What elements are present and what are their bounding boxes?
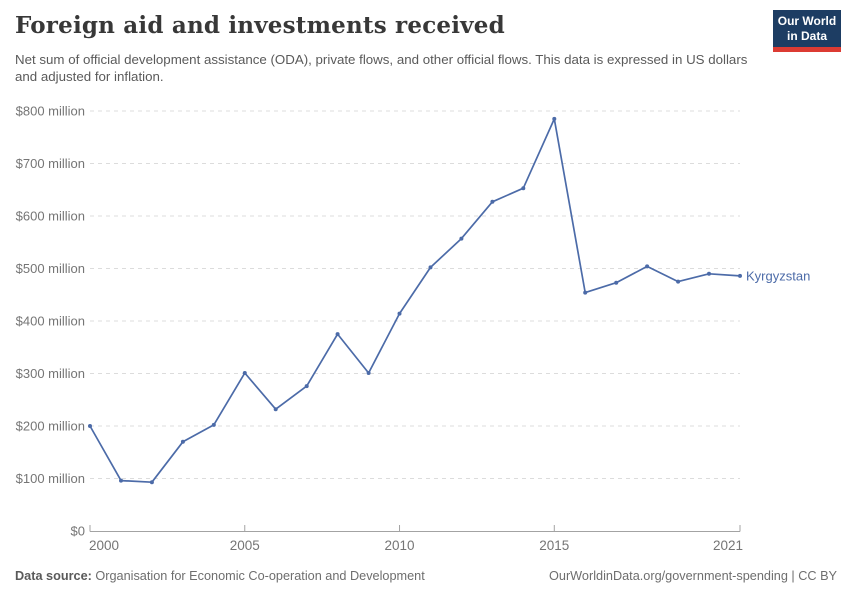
data-source-text: Organisation for Economic Co-operation a…: [91, 569, 425, 583]
owid-logo-line1: Our World: [777, 14, 837, 28]
x-tick-label: 2015: [539, 538, 569, 553]
y-tick-label: $700 million: [16, 156, 85, 171]
y-tick-label: $600 million: [16, 209, 85, 224]
data-point[interactable]: [149, 480, 154, 485]
x-tick-label: 2010: [385, 538, 415, 553]
series-end-label[interactable]: Kyrgyzstan: [746, 268, 810, 283]
chart-subtitle: Net sum of official development assistan…: [15, 52, 748, 84]
data-source: Data source: Organisation for Economic C…: [15, 569, 425, 583]
y-tick-label: $800 million: [16, 104, 85, 119]
data-point[interactable]: [88, 424, 92, 428]
data-point[interactable]: [707, 271, 711, 276]
y-tick-label: $300 million: [16, 366, 85, 381]
data-point[interactable]: [490, 199, 495, 204]
data-point[interactable]: [676, 279, 681, 284]
chart-footer: Data source: Organisation for Economic C…: [15, 569, 837, 583]
owid-logo-line2: in Data: [786, 29, 827, 43]
credit-link: OurWorldinData.org/government-spending |…: [549, 569, 837, 583]
data-point[interactable]: [119, 478, 123, 483]
data-source-label: Data source:: [15, 569, 92, 583]
data-point[interactable]: [738, 273, 742, 278]
x-tick-label: 2005: [230, 538, 260, 553]
data-point[interactable]: [180, 439, 185, 444]
x-axis: 2000 2005 2010 2015 2021: [89, 525, 743, 553]
data-point[interactable]: [273, 407, 278, 412]
data-point[interactable]: [335, 332, 340, 337]
series-line[interactable]: [89, 118, 741, 484]
y-tick-label: $200 million: [16, 419, 85, 434]
x-tick-label: 2021: [713, 538, 743, 553]
data-point[interactable]: [614, 280, 619, 285]
y-tick-label: $500 million: [16, 261, 85, 276]
owid-logo: Our World in Data: [773, 10, 841, 52]
data-point[interactable]: [428, 265, 433, 270]
y-tick-label: $400 million: [16, 314, 85, 329]
page-title: Foreign aid and investments received: [15, 12, 505, 39]
data-point[interactable]: [459, 236, 464, 241]
data-point[interactable]: [552, 116, 557, 121]
gridlines: $0 $100 million $200 million $300 million $4…: [16, 104, 740, 539]
data-point[interactable]: [583, 290, 588, 295]
data-point[interactable]: [242, 371, 247, 375]
y-tick-label: $100 million: [16, 471, 85, 486]
data-point[interactable]: [304, 384, 309, 389]
data-point[interactable]: [397, 311, 402, 316]
data-point[interactable]: [211, 422, 216, 427]
data-point[interactable]: [521, 186, 526, 191]
y-tick-label: $0: [71, 524, 85, 539]
data-point[interactable]: [366, 371, 371, 375]
data-point[interactable]: [645, 264, 650, 269]
x-tick-label: 2000: [89, 538, 119, 553]
data-line-kyrgyzstan[interactable]: Kyrgyzstan: [88, 116, 810, 485]
